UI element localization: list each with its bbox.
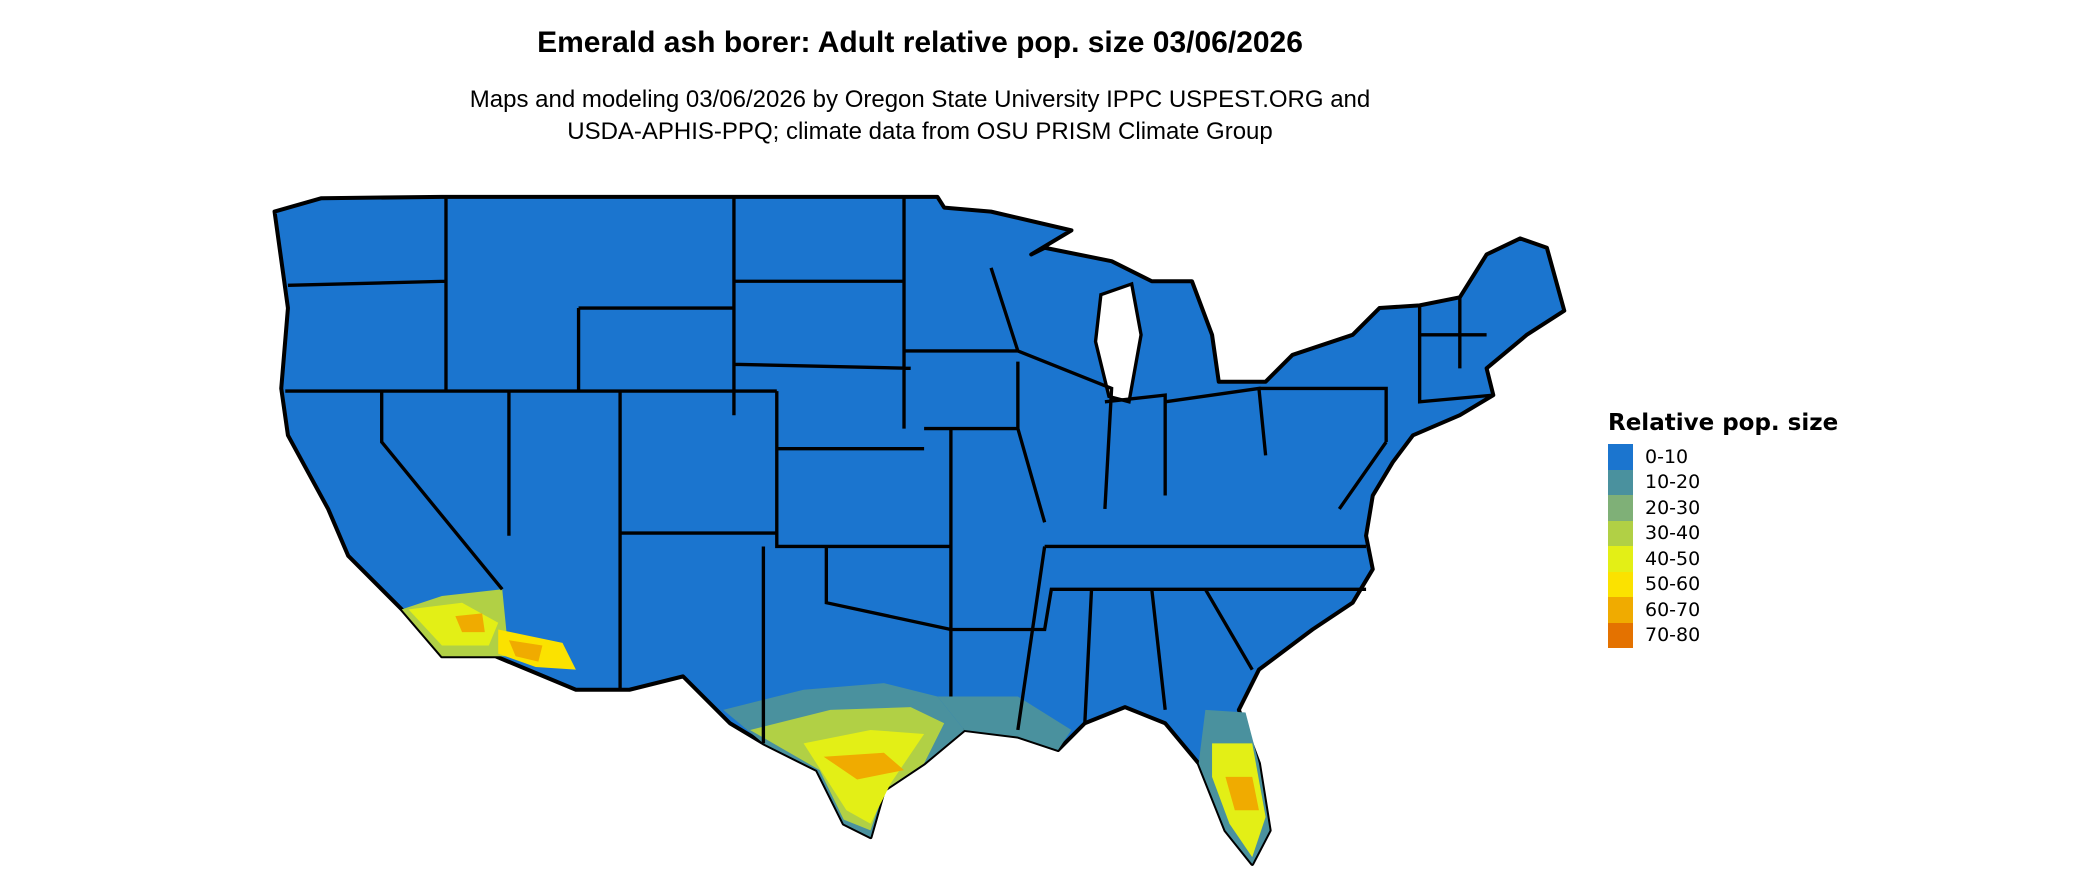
conus-land: [272, 194, 1567, 866]
legend-item: 10-20: [1608, 469, 1838, 495]
legend-swatch: [1608, 469, 1633, 495]
legend-label: 70-80: [1645, 624, 1701, 647]
map-title: Emerald ash borer: Adult relative pop. s…: [537, 26, 1303, 59]
legend-swatch: [1608, 571, 1633, 597]
map-subtitle-line-2: USDA-APHIS-PPQ; climate data from OSU PR…: [567, 118, 1273, 145]
hotspot-region: [455, 613, 485, 633]
legend-item: 0-10: [1608, 444, 1838, 470]
legend-label: 50-60: [1645, 573, 1701, 596]
hotspot-region: [1225, 776, 1259, 811]
legend-swatch: [1608, 546, 1633, 572]
state-borders: [285, 196, 1494, 744]
legend-item: 40-50: [1608, 546, 1838, 572]
conus-outline: [272, 194, 1567, 866]
hotspot-region: [508, 640, 543, 662]
legend-item: 60-70: [1608, 597, 1838, 623]
legend-label: 30-40: [1645, 522, 1701, 545]
population-hotspots: [401, 589, 1270, 864]
legend-swatch: [1608, 495, 1633, 521]
legend-title: Relative pop. size: [1608, 410, 1839, 436]
legend-label: 20-30: [1645, 496, 1701, 519]
map-subtitle-line-1: Maps and modeling 03/06/2026 by Oregon S…: [469, 86, 1371, 113]
legend-label: 10-20: [1645, 471, 1701, 494]
legend-item: 30-40: [1608, 520, 1838, 546]
legend-label: 0-10: [1645, 445, 1689, 468]
legend-swatch: [1608, 520, 1633, 546]
legend-label: 60-70: [1645, 598, 1701, 621]
legend-swatch: [1608, 622, 1633, 648]
legend-swatch: [1608, 597, 1633, 623]
legend-item: 50-60: [1608, 571, 1838, 597]
hotspot-region: [937, 696, 1072, 751]
legend-item: 70-80: [1608, 622, 1838, 648]
legend-label: 40-50: [1645, 547, 1701, 570]
legend-item: 20-30: [1608, 495, 1838, 521]
hotspot-region: [408, 602, 499, 646]
hotspot-region: [823, 752, 905, 780]
legend-swatch: [1608, 444, 1633, 470]
lake-michigan: [1093, 281, 1143, 404]
legend: Relative pop. size 0-10 10-20 20-30 30-40 40…: [1608, 410, 1838, 648]
